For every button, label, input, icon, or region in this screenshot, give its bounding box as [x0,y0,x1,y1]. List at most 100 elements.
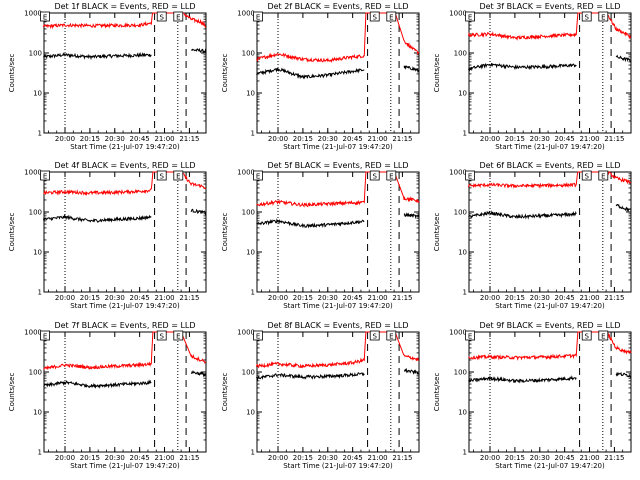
y-tick-label: 1 [463,130,467,138]
y-tick-label: 1 [251,130,255,138]
x-tick-label: 20:30 [105,454,125,462]
x-tick-label: 20:00 [55,294,75,302]
x-tick-label: 20:45 [555,454,575,462]
x-tick-label: 20:30 [105,294,125,302]
marker-label: S [159,333,164,341]
series-events-line [467,54,632,72]
plot-frame [43,12,207,134]
y-tick-label: 1 [463,289,467,297]
marker-label: E [176,333,180,341]
y-tick-label: 100 [242,209,255,217]
series-events-line [256,212,420,229]
plot-frame [468,171,632,293]
marker-label: S [584,173,589,181]
x-tick-label: 21:00 [154,294,174,302]
y-axis-label: Counts/sec [433,54,441,93]
y-tick-label: 1000 [237,10,255,18]
chart-title: Det 7f BLACK = Events, RED = LLD [54,321,195,330]
plot-frame [468,331,632,453]
x-tick-label: 20:00 [480,135,500,143]
marker-label: E [389,333,393,341]
marker-label: E [468,14,472,22]
chart-title: Det 6f BLACK = Events, RED = LLD [479,161,620,170]
chart-panel-1: Det 1f BLACK = Events, RED = LLD 1 10 100 10… [8,2,207,151]
chart-panel-3: Det 3f BLACK = Events, RED = LLD 1 10 100 10… [433,2,632,151]
series-events-line [42,208,207,223]
x-tick-label: 21:00 [154,454,174,462]
marker-label: S [372,14,377,22]
plot-frame [256,12,420,134]
marker-box [253,330,263,341]
marker-box [465,11,475,22]
marker-box [598,330,609,341]
y-tick-label: 100 [29,369,42,377]
x-tick-label: 21:00 [367,135,387,143]
marker-box [598,11,609,22]
chart-title: Det 5f BLACK = Events, RED = LLD [267,161,408,170]
marker-label: E [176,173,180,181]
chart-title: Det 8f BLACK = Events, RED = LLD [267,321,408,330]
y-tick-label: 10 [246,249,255,257]
marker-label: S [159,14,164,22]
y-axis-label: Counts/sec [221,373,229,412]
chart-panel-7: Det 7f BLACK = Events, RED = LLD 1 10 100 10… [8,321,207,470]
marker-label: E [43,333,47,341]
marker-box [465,330,475,341]
x-tick-label: 20:15 [505,454,525,462]
marker-box [173,170,184,181]
x-tick-label: 20:00 [268,454,288,462]
marker-box [386,11,397,22]
y-tick-label: 1000 [237,169,255,177]
marker-box [386,170,397,181]
x-tick-label: 20:15 [80,135,100,143]
marker-box [253,11,263,22]
y-tick-label: 10 [246,90,255,98]
marker-box [369,11,380,22]
plot-frame [256,171,420,293]
x-tick-label: 20:45 [555,135,575,143]
x-tick-label: 20:15 [293,135,313,143]
chart-panel-4: Det 4f BLACK = Events, RED = LLD 1 10 100 10… [8,161,207,310]
x-axis-label: Start Time (21-Jul-07 19:47:20) [283,462,393,470]
y-tick-label: 1 [463,449,467,457]
y-axis-label: Counts/sec [221,54,229,93]
chart-panel-9: Det 9f BLACK = Events, RED = LLD 1 10 100 10… [433,321,632,470]
chart-title: Det 2f BLACK = Events, RED = LLD [267,2,408,11]
chart-title: Det 9f BLACK = Events, RED = LLD [479,321,620,330]
x-axis-label: Start Time (21-Jul-07 19:47:20) [70,462,180,470]
x-tick-label: 20:30 [318,294,338,302]
marker-label: E [389,14,393,22]
marker-label: E [256,333,260,341]
marker-box [156,330,167,341]
marker-label: S [584,333,589,341]
y-axis-label: Counts/sec [433,373,441,412]
x-tick-label: 20:15 [80,294,100,302]
x-tick-label: 20:45 [130,294,150,302]
x-tick-label: 20:15 [80,454,100,462]
x-tick-label: 21:15 [179,454,199,462]
x-axis-label: Start Time (21-Jul-07 19:47:20) [283,302,393,310]
series-events-line [42,47,207,61]
x-tick-label: 20:00 [55,135,75,143]
plot-frame [256,331,420,453]
x-tick-label: 20:30 [530,454,550,462]
series-events-line [468,371,632,384]
marker-box [581,11,592,22]
y-tick-label: 1 [38,449,42,457]
y-tick-label: 10 [33,409,42,417]
x-tick-label: 20:00 [268,294,288,302]
marker-box [369,330,380,341]
y-axis-label: Counts/sec [8,373,16,412]
x-axis-label: Start Time (21-Jul-07 19:47:20) [495,302,605,310]
y-tick-label: 1000 [449,10,467,18]
chart-title: Det 4f BLACK = Events, RED = LLD [54,161,195,170]
y-tick-label: 10 [33,249,42,257]
y-tick-label: 10 [458,249,467,257]
x-tick-label: 21:15 [604,135,624,143]
marker-label: S [372,173,377,181]
marker-box [40,330,50,341]
marker-box [173,330,184,341]
x-tick-label: 20:30 [530,135,550,143]
plot-frame [468,12,632,134]
